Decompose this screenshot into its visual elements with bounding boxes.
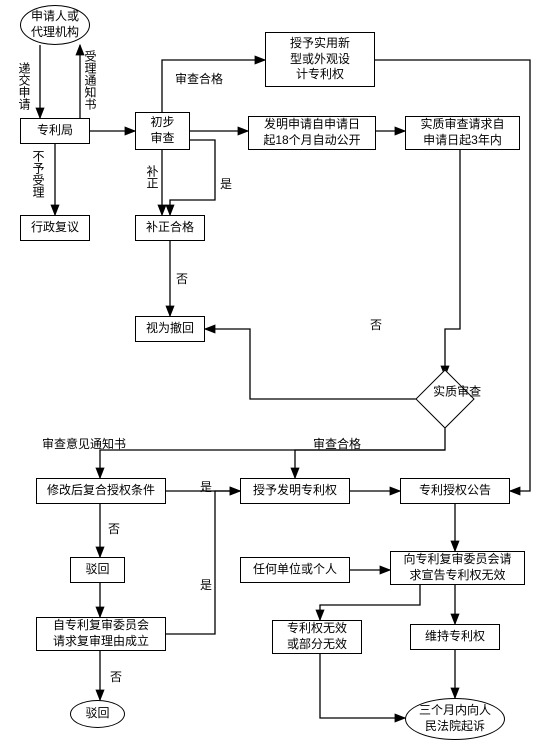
node-text: 维持专利权 <box>425 629 485 645</box>
node-text: 初步审查 <box>150 115 174 146</box>
node-sub-exam: 实质审查 <box>415 369 474 428</box>
node-admin-review: 行政复议 <box>20 215 90 241</box>
flowchart-canvas: 申请人或代理机构 专利局 行政复议 初步审查 授予实用新型或外观设计专利权 发明… <box>0 0 559 750</box>
node-text: 授予实用新型或外观设计专利权 <box>290 36 350 83</box>
label-correction: 补正 <box>144 165 161 189</box>
node-text: 三个月内向人民法院起诉 <box>419 703 491 734</box>
node-any-entity: 任何单位或个人 <box>240 557 350 583</box>
label-not-accepted: 不予受理 <box>30 150 47 198</box>
node-court: 三个月内向人民法院起诉 <box>405 698 505 740</box>
node-text: 授予发明专利权 <box>253 483 337 499</box>
node-text: 自专利复审委员会请求复审理由成立 <box>53 618 149 649</box>
node-text: 实质审查请求自申请日起3年内 <box>420 117 504 148</box>
node-reexam-board: 自专利复审委员会请求复审理由成立 <box>36 617 166 651</box>
label-no3: 否 <box>108 520 120 537</box>
node-maintain: 维持专利权 <box>410 624 500 650</box>
label-exam-pass2: 审查合格 <box>313 435 361 452</box>
node-text: 修改后复合授权条件 <box>47 483 155 499</box>
node-auto-publish: 发明申请自申请日起18个月自动公开 <box>248 116 376 150</box>
label-yes-prelim: 是 <box>220 175 232 192</box>
node-text: 补正合格 <box>146 220 194 236</box>
node-text: 专利权无效或部分无效 <box>287 621 347 652</box>
node-sub-req: 实质审查请求自申请日起3年内 <box>405 116 520 150</box>
node-applicant: 申请人或代理机构 <box>20 5 90 45</box>
node-invalid-partial: 专利权无效或部分无效 <box>272 620 362 654</box>
node-reject2: 驳回 <box>70 700 125 728</box>
label-no4: 否 <box>110 668 122 685</box>
node-deemed-withdrawn: 视为撤回 <box>135 316 205 342</box>
node-patent-office: 专利局 <box>20 118 90 144</box>
node-text: 向专利复审委员会请求宣告专利权无效 <box>403 552 511 583</box>
node-text: 任何单位或个人 <box>253 562 337 578</box>
label-accept-notice: 受理通知书 <box>82 50 99 110</box>
label-no2: 否 <box>370 316 382 333</box>
node-correction-ok: 补正合格 <box>135 215 205 241</box>
node-patent-announce: 专利授权公告 <box>400 478 510 504</box>
label-no1: 否 <box>176 270 188 287</box>
node-text: 专利局 <box>37 123 73 139</box>
node-text: 专利授权公告 <box>419 483 491 499</box>
label-yes3: 是 <box>200 576 212 593</box>
node-text: 视为撤回 <box>146 321 194 337</box>
node-grant-invention: 授予发明专利权 <box>240 478 350 504</box>
label-submit-app: 递交申请 <box>16 62 33 110</box>
label-exam-pass1: 审查合格 <box>175 70 223 87</box>
node-reject1: 驳回 <box>70 557 125 583</box>
node-prelim-exam: 初步审查 <box>135 112 190 150</box>
node-text: 实质审查 <box>433 382 473 399</box>
node-text: 驳回 <box>85 706 109 722</box>
node-text: 发明申请自申请日起18个月自动公开 <box>263 117 360 148</box>
node-meets-cond: 修改后复合授权条件 <box>36 478 166 504</box>
label-exam-opinion: 审查意见通知书 <box>42 435 126 452</box>
node-text: 驳回 <box>85 562 109 578</box>
node-req-invalidation: 向专利复审委员会请求宣告专利权无效 <box>390 551 525 585</box>
node-text: 申请人或代理机构 <box>31 9 79 40</box>
node-grant-um-design: 授予实用新型或外观设计专利权 <box>265 32 375 87</box>
node-text: 行政复议 <box>31 220 79 236</box>
label-yes2: 是 <box>200 478 212 495</box>
